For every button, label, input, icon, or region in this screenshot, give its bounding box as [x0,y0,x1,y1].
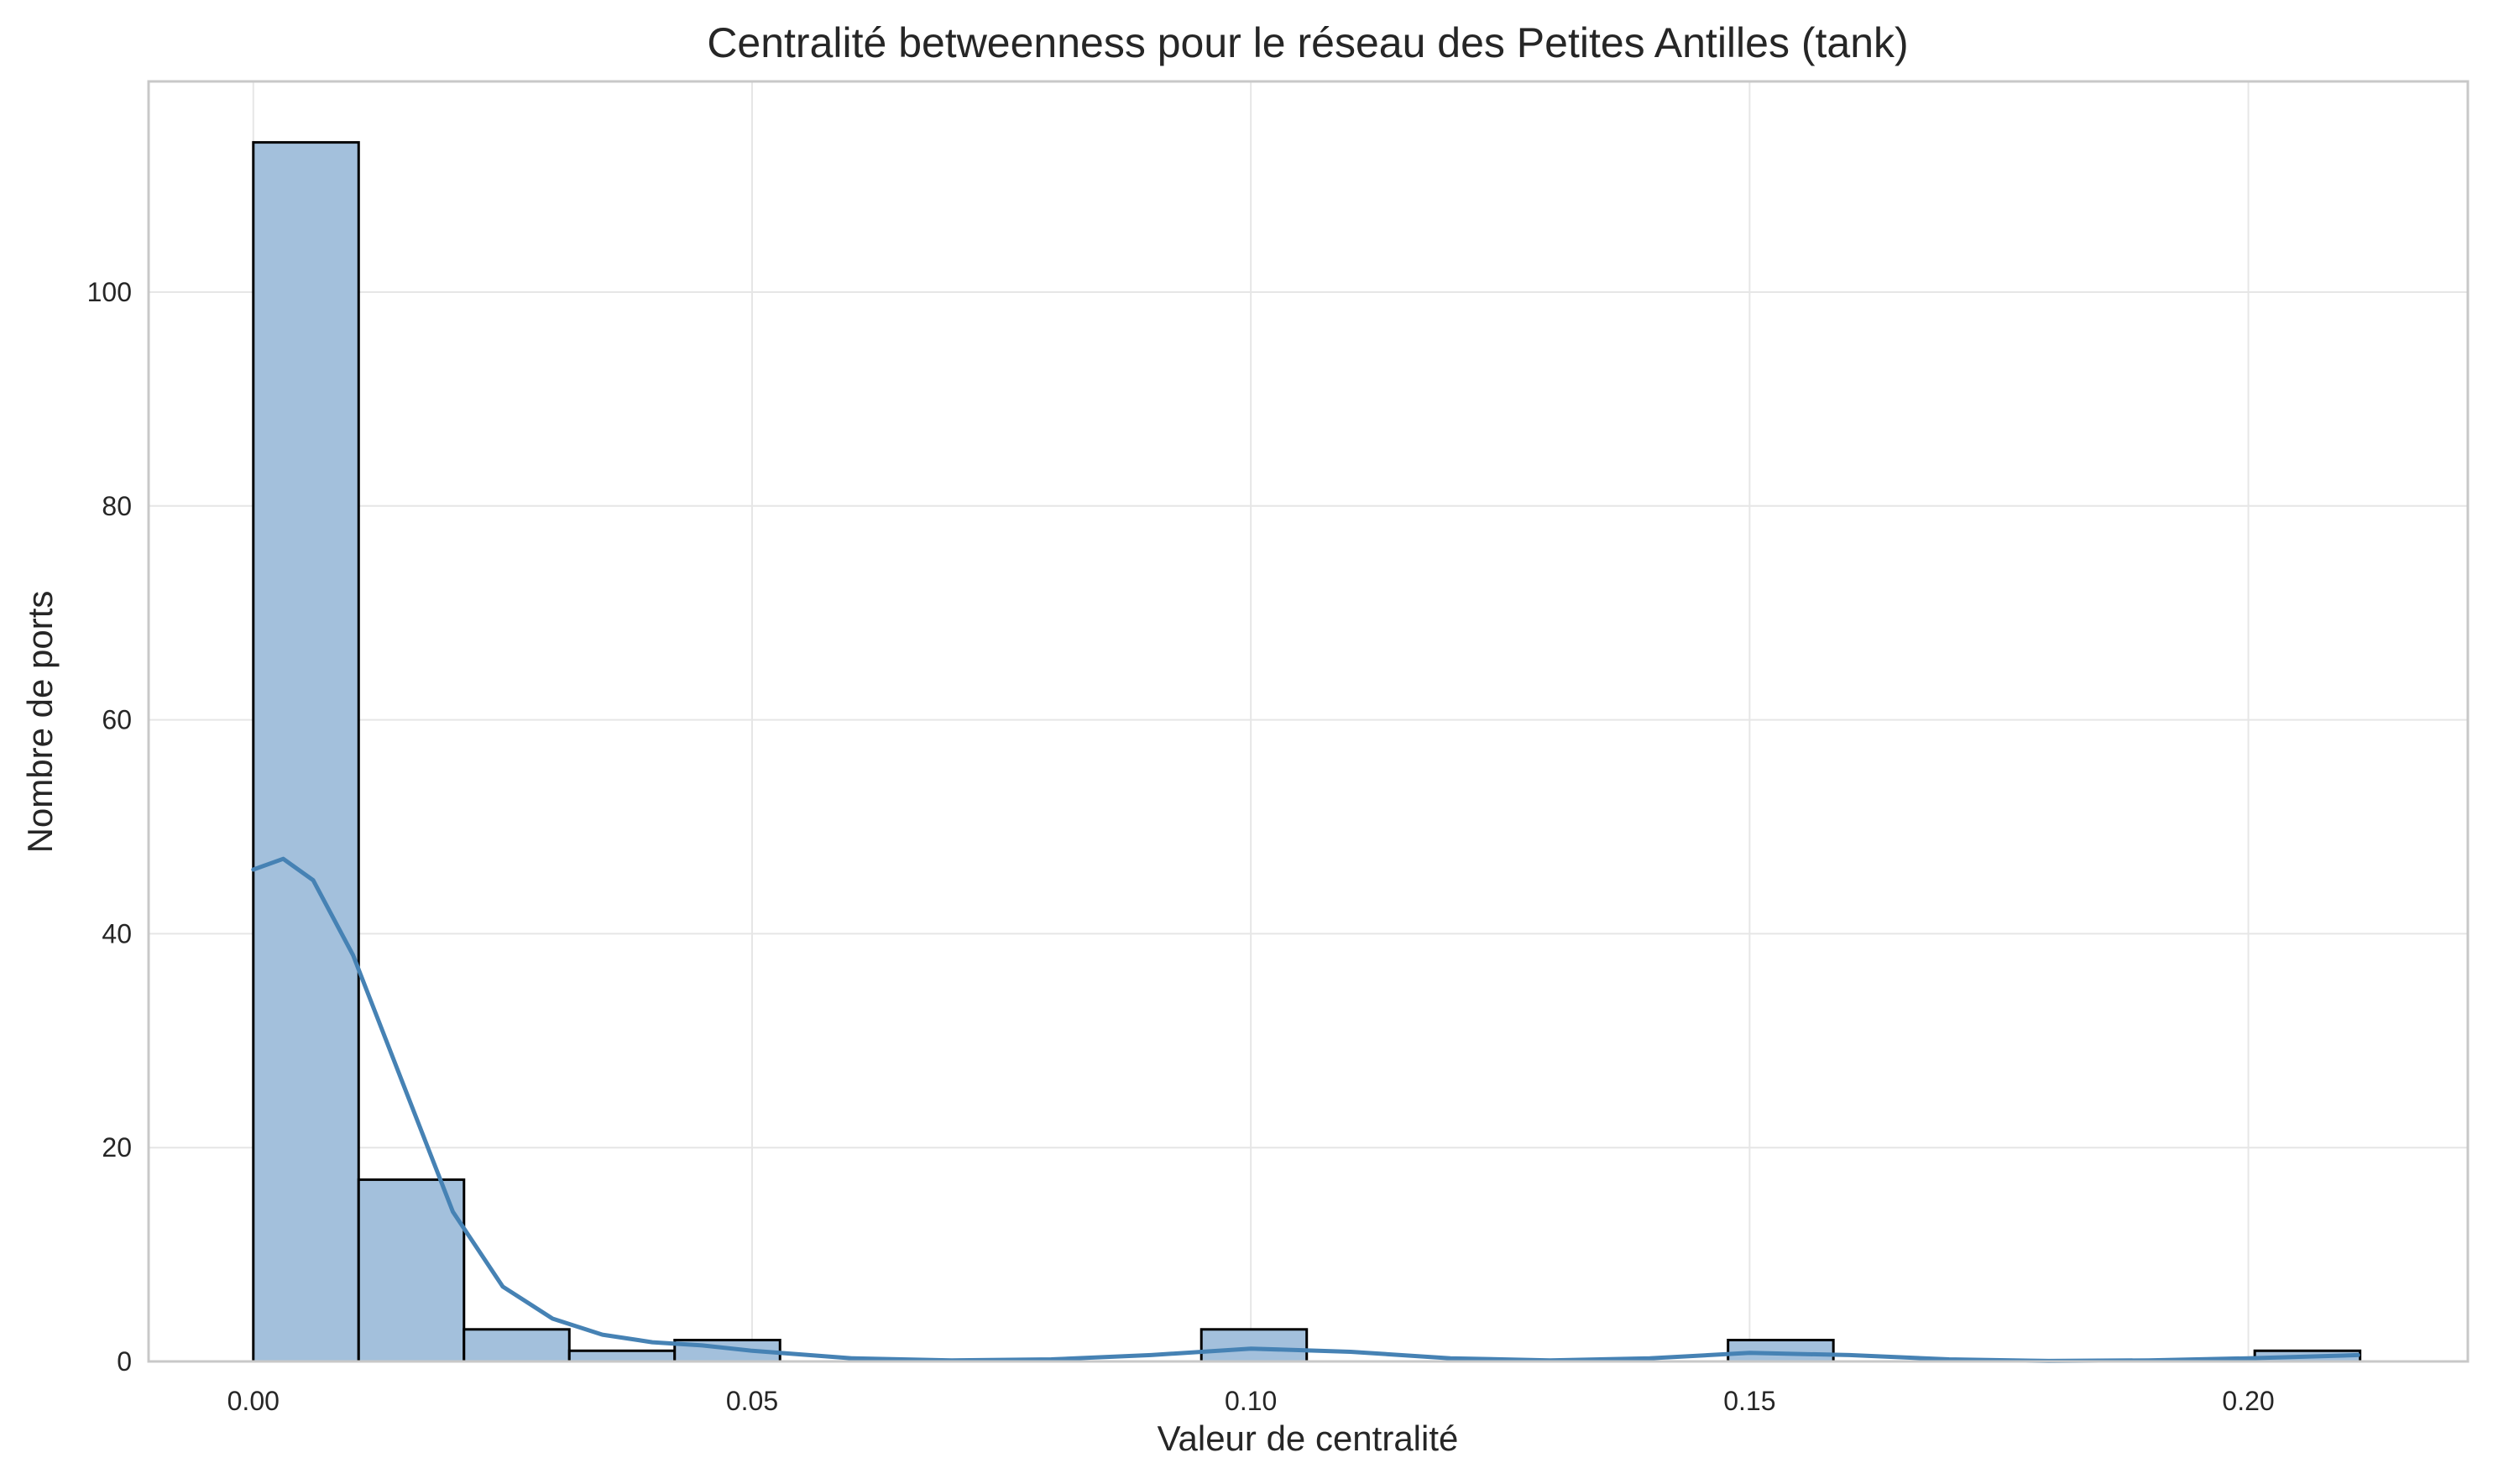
x-tick-label: 0.10 [1225,1386,1277,1416]
chart-title: Centralité betweenness pour le réseau de… [707,19,1908,66]
y-axis-label: Nombre de ports [20,591,60,854]
x-axis-label: Valeur de centralité [1158,1419,1459,1458]
x-tick-label: 0.20 [2222,1386,2274,1416]
plot-frame [147,80,2469,1363]
histogram-bar [252,141,360,1363]
x-tick-label: 0.05 [726,1386,778,1416]
y-tick-label: 80 [102,491,132,521]
histogram-bar [463,1328,571,1363]
y-tick-label: 0 [117,1346,132,1377]
x-tick-label: 0.15 [1723,1386,1775,1416]
grid-lines [149,81,2468,1362]
y-axis-ticks: 0 20 40 60 80 100 [87,277,132,1377]
y-tick-label: 40 [102,918,132,948]
x-tick-label: 0.00 [227,1386,280,1416]
histogram-bar [357,1178,466,1363]
y-tick-label: 60 [102,705,132,735]
kde-line [251,856,2360,1363]
histogram-bar [567,1349,677,1363]
histogram-bar [1199,1328,1309,1363]
y-tick-label: 20 [102,1132,132,1163]
y-tick-label: 100 [87,277,132,307]
histogram-bar [1727,1339,1835,1363]
histogram-bars [252,141,2362,1363]
x-axis-ticks: 0.00 0.05 0.10 0.15 0.20 [227,1386,2275,1416]
kde-curve-group [251,856,2360,1363]
